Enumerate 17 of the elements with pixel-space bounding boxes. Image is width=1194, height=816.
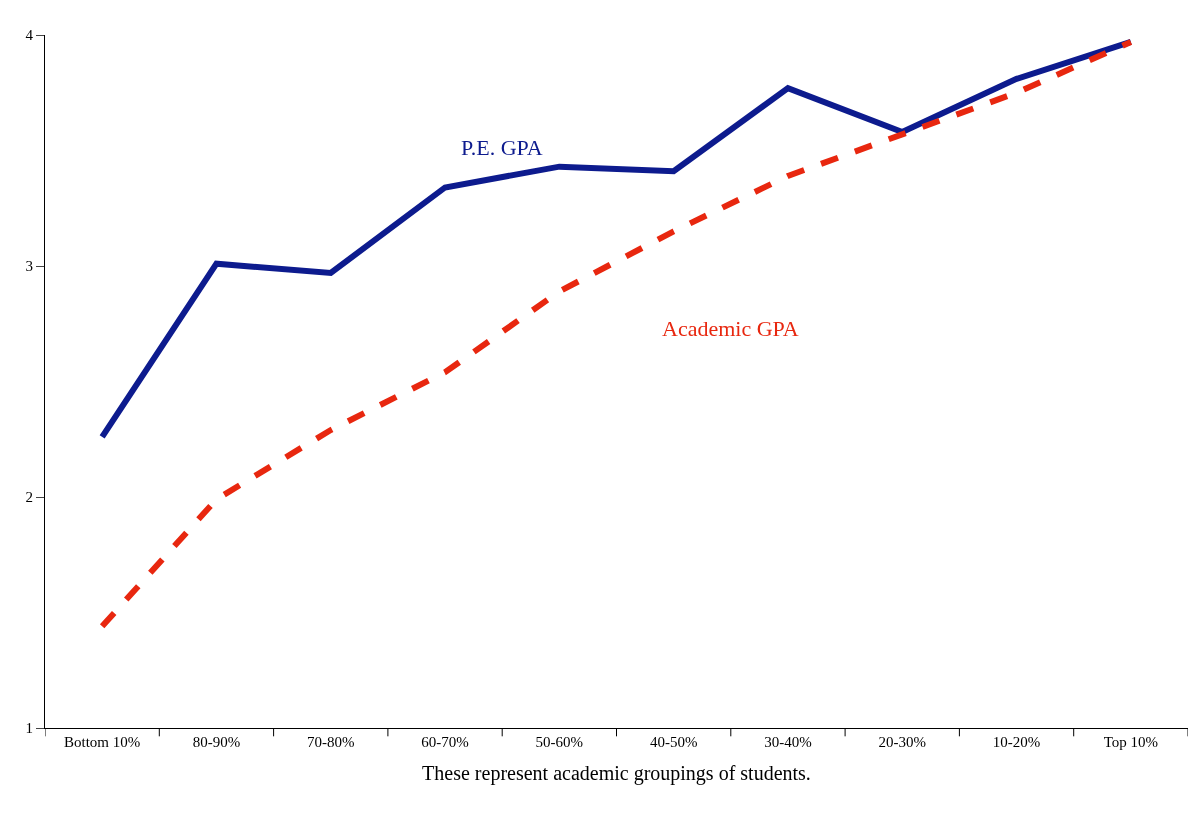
x-tick-label: 70-80% (307, 734, 355, 750)
x-tick-label: 20-30% (878, 734, 926, 750)
x-tick-label: Bottom 10% (64, 734, 141, 750)
y-tick-label: 2 (25, 489, 33, 506)
y-tick-label: 4 (25, 27, 34, 44)
text: Academic GPA (662, 316, 799, 341)
x-tick-label: 60-70% (421, 734, 469, 750)
x-tick-label: 80-90% (192, 734, 241, 750)
series-label: P.E. GPA (461, 135, 543, 160)
y-tick-label: 1 (25, 720, 33, 737)
x-tick-label: 30-40% (764, 734, 812, 750)
x-tick-label: 50-60% (535, 734, 584, 750)
x-axis-title: These represent academic groupings of students. (422, 761, 811, 785)
x-tick-label: 10-20% (992, 734, 1041, 750)
x-tick-label: 40-50% (649, 734, 698, 750)
x-tick-label: Top 10% (1103, 734, 1159, 750)
y-tick-label: 3 (25, 258, 33, 275)
